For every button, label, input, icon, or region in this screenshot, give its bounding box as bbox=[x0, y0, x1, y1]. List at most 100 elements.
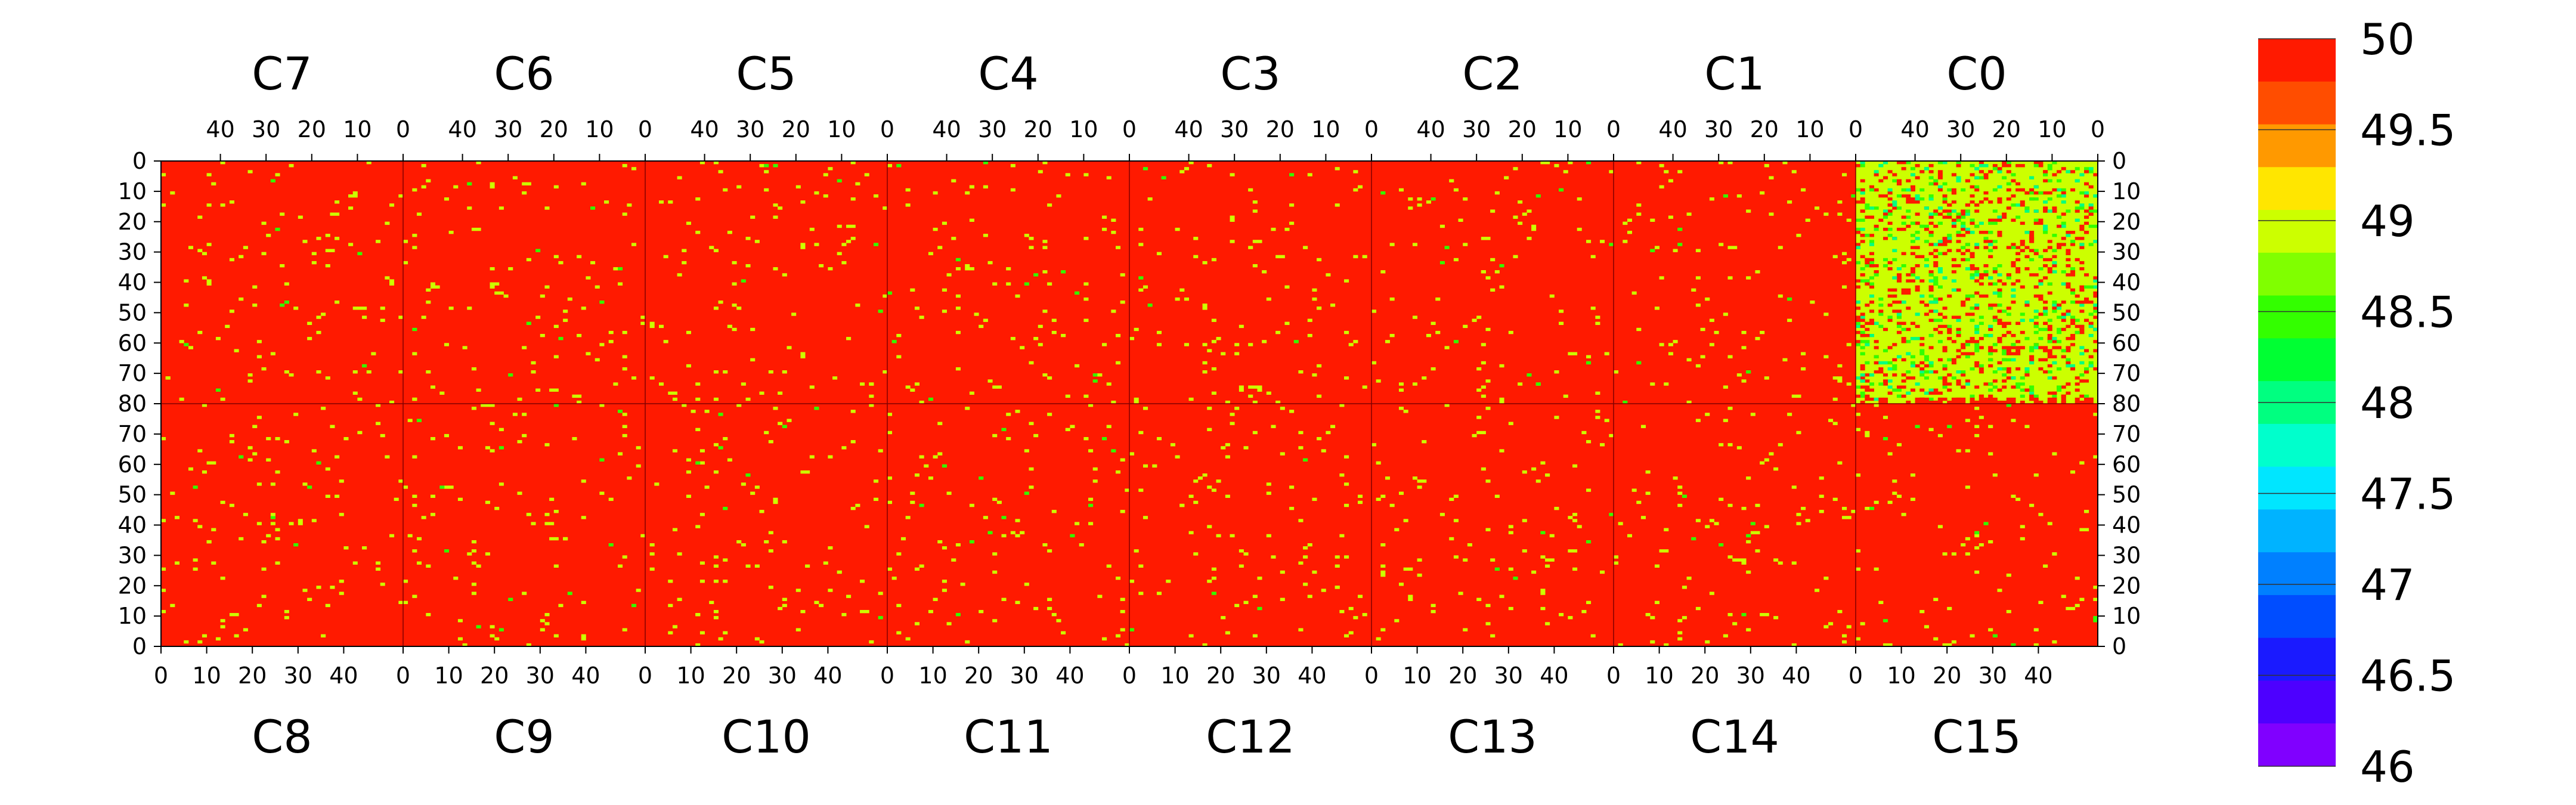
heatmap-cell bbox=[828, 455, 833, 459]
heatmap-cell bbox=[1860, 161, 1865, 165]
heatmap-cell bbox=[352, 561, 358, 565]
heatmap-cell bbox=[1339, 404, 1345, 407]
heatmap-cell bbox=[1568, 161, 1573, 165]
heatmap-cell bbox=[2057, 327, 2062, 332]
heatmap-cell bbox=[622, 555, 627, 559]
heatmap-cell bbox=[1709, 343, 1714, 346]
heatmap-cell bbox=[1928, 318, 1934, 322]
heatmap-cell bbox=[517, 440, 522, 444]
heatmap-cell bbox=[741, 279, 746, 283]
heatmap-cell bbox=[1915, 194, 1920, 198]
x-tick-label: 20 bbox=[238, 662, 267, 689]
heatmap-cell bbox=[1956, 161, 1961, 165]
heatmap-cell bbox=[1243, 552, 1249, 556]
heatmap-cell bbox=[1038, 343, 1043, 346]
heatmap-cell bbox=[1353, 616, 1358, 620]
heatmap-cell bbox=[2075, 179, 2080, 182]
heatmap-cell bbox=[1559, 188, 1564, 192]
heatmap-cell bbox=[1344, 279, 1349, 283]
heatmap-cell bbox=[1805, 218, 1810, 222]
heatmap-cell bbox=[1956, 264, 1961, 268]
heatmap-cell bbox=[1961, 224, 1966, 228]
heatmap-cell bbox=[1988, 306, 1993, 310]
heatmap-cell bbox=[1887, 385, 1893, 389]
heatmap-cell bbox=[275, 528, 280, 531]
heatmap-cell bbox=[366, 161, 371, 165]
heatmap-cell bbox=[1490, 558, 1496, 562]
heatmap-cell bbox=[1901, 337, 1906, 340]
heatmap-cell bbox=[1992, 634, 1998, 637]
heatmap-cell bbox=[2084, 209, 2089, 213]
heatmap-cell bbox=[1129, 580, 1135, 583]
heatmap-cell bbox=[1024, 449, 1029, 453]
heatmap-cell bbox=[2070, 301, 2076, 304]
heatmap-cell bbox=[841, 446, 847, 450]
heatmap-cell bbox=[1992, 164, 1998, 168]
heatmap-cell bbox=[2006, 609, 2011, 614]
heatmap-cell bbox=[1860, 352, 1865, 355]
heatmap-cell bbox=[572, 436, 577, 441]
heatmap-cell bbox=[1937, 297, 1943, 301]
heatmap-cell bbox=[2093, 367, 2098, 371]
heatmap-cell bbox=[1974, 203, 1980, 207]
heatmap-cell bbox=[1961, 234, 1966, 237]
heatmap-cell bbox=[864, 173, 869, 177]
heatmap-cell bbox=[1970, 340, 1975, 343]
heatmap-cell bbox=[508, 267, 513, 271]
heatmap-cell bbox=[220, 500, 225, 504]
heatmap-cell bbox=[942, 464, 947, 468]
heatmap-cell bbox=[1376, 461, 1381, 465]
heatmap-cell bbox=[1664, 382, 1669, 386]
heatmap-cell bbox=[531, 370, 536, 374]
heatmap-cell bbox=[1906, 352, 1911, 355]
heatmap-cell bbox=[270, 522, 275, 525]
heatmap-cell bbox=[1947, 188, 1952, 192]
heatmap-cell bbox=[1937, 376, 1943, 380]
heatmap-cell bbox=[1901, 394, 1906, 398]
heatmap-cell bbox=[1248, 343, 1253, 346]
heatmap-cell bbox=[1965, 249, 1970, 252]
heatmap-cell bbox=[1919, 400, 1925, 404]
heatmap-cell bbox=[1956, 330, 1961, 335]
heatmap-cell bbox=[2093, 340, 2098, 343]
heatmap-cell bbox=[2011, 261, 2016, 265]
heatmap-cell bbox=[1709, 318, 1714, 322]
heatmap-cell bbox=[2084, 301, 2089, 304]
heatmap-cell bbox=[723, 580, 728, 583]
heatmap-cell bbox=[2084, 285, 2089, 289]
heatmap-cell bbox=[522, 434, 527, 438]
heatmap-cell bbox=[1581, 431, 1587, 435]
heatmap-cell bbox=[1974, 270, 1980, 274]
heatmap-cell bbox=[2070, 367, 2076, 371]
heatmap-cell bbox=[261, 595, 267, 598]
heatmap-cell bbox=[1595, 410, 1600, 413]
heatmap-cell bbox=[1979, 397, 1984, 401]
heatmap-cell bbox=[1983, 237, 1989, 240]
heatmap-cell bbox=[622, 628, 627, 631]
heatmap-cell bbox=[1988, 352, 1993, 355]
heatmap-cell bbox=[1869, 188, 1875, 192]
heatmap-cell bbox=[1865, 258, 1870, 262]
heatmap-cell bbox=[1138, 592, 1144, 595]
heatmap-cell bbox=[1874, 346, 1879, 349]
heatmap-cell bbox=[1138, 243, 1144, 246]
heatmap-cell bbox=[1865, 506, 1870, 510]
heatmap-cell bbox=[2038, 218, 2044, 222]
heatmap-cell bbox=[1001, 597, 1007, 601]
heatmap-cell bbox=[1344, 455, 1349, 459]
heatmap-cell bbox=[823, 173, 828, 177]
heatmap-cell bbox=[558, 337, 564, 340]
heatmap-cell bbox=[1865, 203, 1870, 207]
heatmap-cell bbox=[1846, 343, 1852, 346]
heatmap-cell bbox=[1736, 446, 1742, 450]
heatmap-cell bbox=[1161, 176, 1166, 179]
heatmap-cell bbox=[1289, 221, 1295, 225]
heatmap-cell bbox=[2079, 327, 2085, 332]
heatmap-cell bbox=[1650, 382, 1655, 386]
heatmap-cell bbox=[1856, 385, 1861, 389]
heatmap-cell bbox=[1664, 528, 1669, 531]
heatmap-cell bbox=[1961, 301, 1966, 304]
heatmap-cell bbox=[563, 309, 568, 313]
heatmap-cell bbox=[430, 385, 435, 389]
heatmap-cell bbox=[1992, 397, 1998, 401]
